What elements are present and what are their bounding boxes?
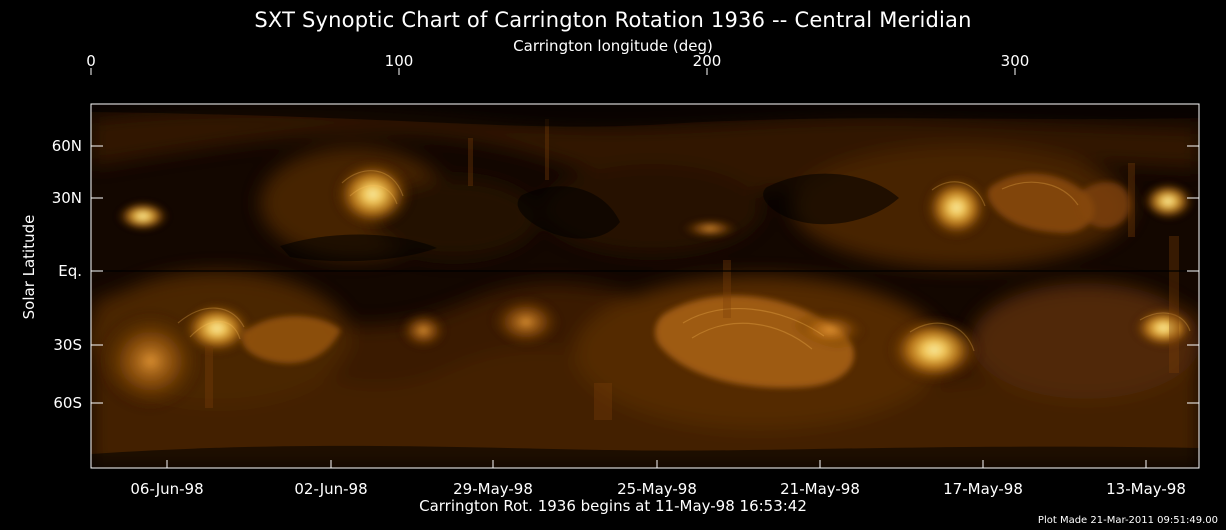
left-tick-label-30s: 30S	[53, 336, 82, 354]
top-tick-label-100: 100	[384, 52, 414, 70]
top-tick-label-0: 0	[86, 52, 96, 70]
left-tick-label-60n: 60N	[51, 137, 82, 155]
bottom-axis-label: Carrington Rot. 1936 begins at 11-May-98…	[419, 497, 807, 515]
bottom-tick-label-02-jun-98: 02-Jun-98	[294, 480, 368, 498]
bottom-tick-label-17-may-98: 17-May-98	[943, 480, 1023, 498]
top-tick-label-300: 300	[1000, 52, 1030, 70]
plot-made-timestamp: Plot Made 21-Mar-2011 09:51:49.00	[1037, 515, 1218, 526]
bottom-tick-label-29-may-98: 29-May-98	[453, 480, 533, 498]
bottom-tick-label-06-jun-98: 06-Jun-98	[130, 480, 204, 498]
left-tick-label-30n: 30N	[51, 189, 82, 207]
left-tick-label-equator: Eq.	[58, 262, 82, 280]
bottom-tick-label-25-may-98: 25-May-98	[617, 480, 697, 498]
left-tick-label-60s: 60S	[53, 394, 82, 412]
bottom-tick-label-21-may-98: 21-May-98	[780, 480, 860, 498]
top-axis-label: Carrington longitude (deg)	[513, 37, 713, 55]
chart-title: SXT Synoptic Chart of Carrington Rotatio…	[254, 8, 972, 32]
bottom-tick-label-13-may-98: 13-May-98	[1106, 480, 1186, 498]
top-tick-label-200: 200	[692, 52, 722, 70]
solar-corona-synoptic-image	[91, 104, 1199, 468]
axis-ticks	[90, 68, 1199, 468]
plot-frame	[90, 103, 1200, 469]
